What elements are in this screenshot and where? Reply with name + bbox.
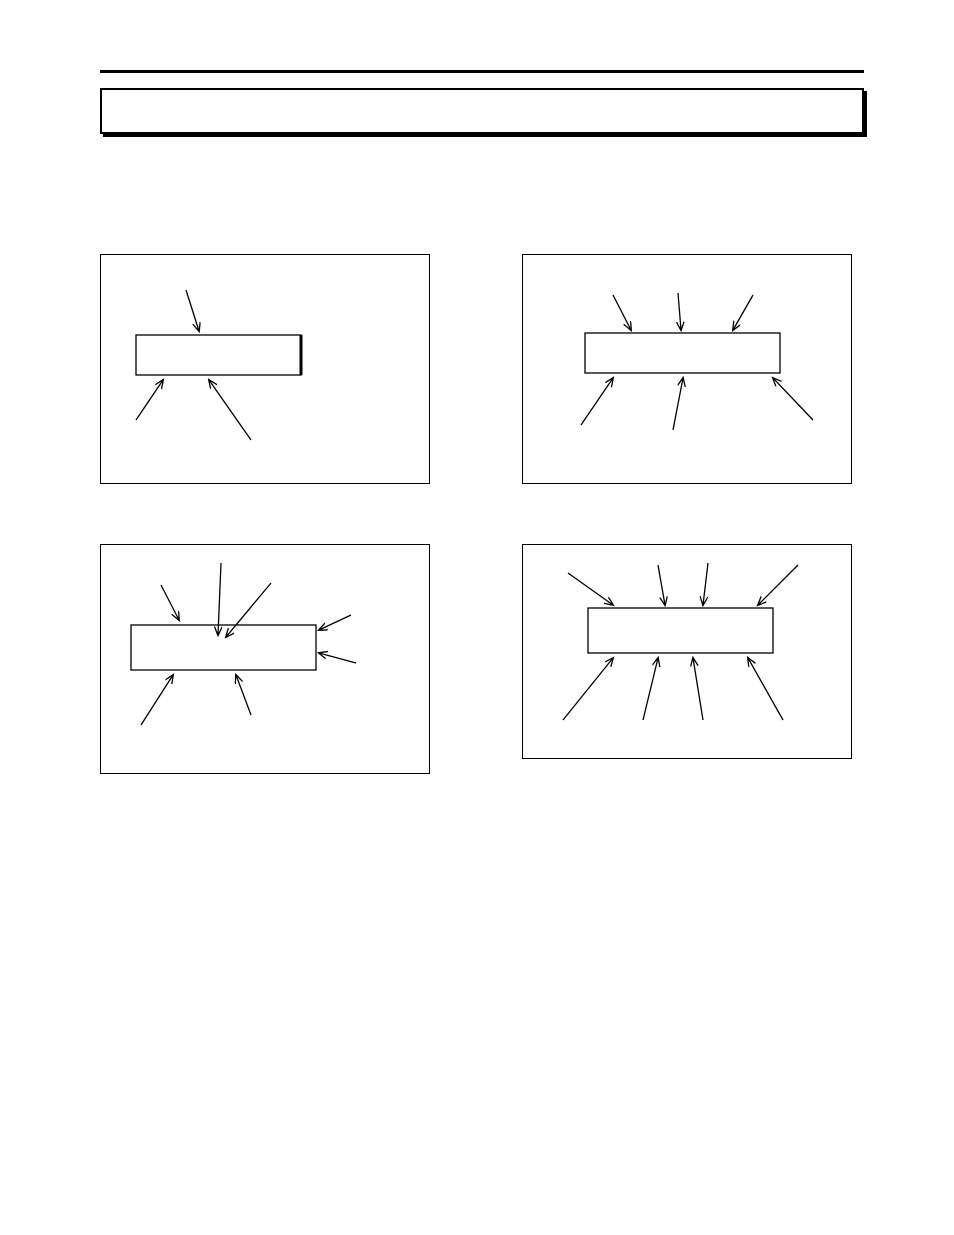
panel-a	[100, 254, 430, 484]
panel-a-svg	[101, 255, 431, 485]
panel-b-svg	[523, 255, 853, 485]
panel-d-svg	[523, 545, 853, 760]
title-box	[100, 88, 864, 134]
panel-b	[522, 254, 852, 484]
top-rule	[100, 70, 864, 73]
panel-c-svg	[101, 545, 431, 775]
panel-c	[100, 544, 430, 774]
panel-d	[522, 544, 852, 759]
panel-grid	[100, 254, 864, 774]
